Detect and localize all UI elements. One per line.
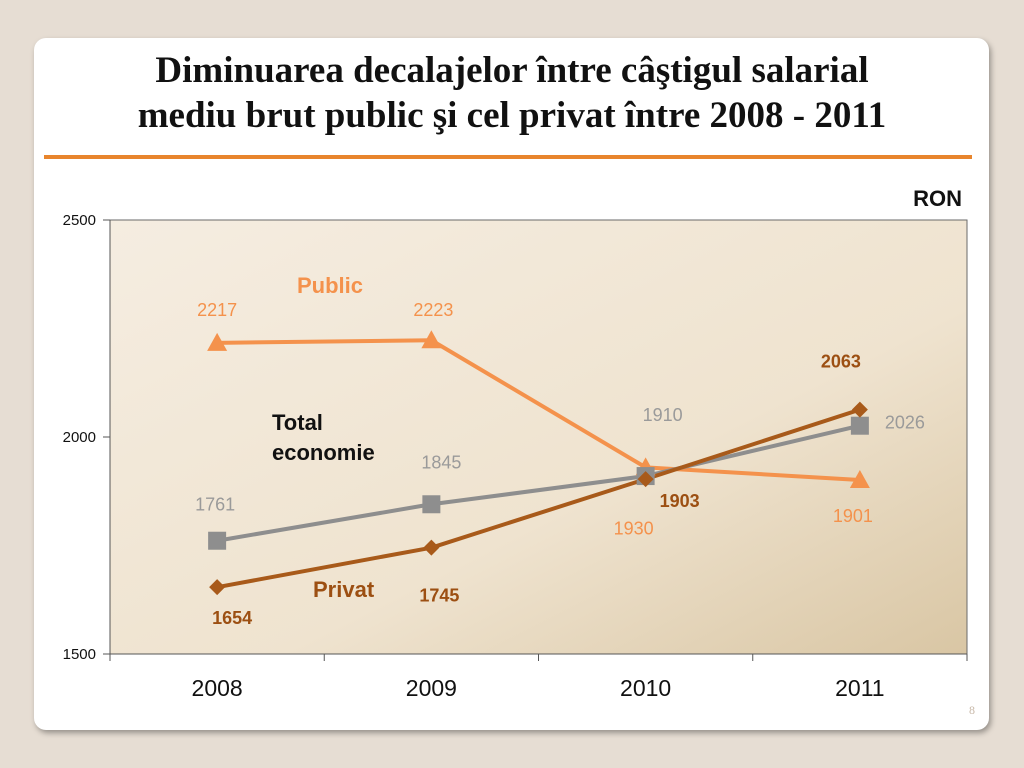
title-divider bbox=[44, 155, 972, 159]
data-point-public-2011 bbox=[849, 469, 870, 488]
data-point-privat-2010 bbox=[637, 471, 654, 488]
series-name-privat: Privat bbox=[313, 577, 375, 602]
unit-label: RON bbox=[913, 186, 962, 211]
data-label-public-2010: 1930 bbox=[614, 518, 654, 538]
y-tick-label: 2500 bbox=[63, 212, 96, 229]
x-tick-label-2008: 2008 bbox=[192, 675, 243, 701]
data-label-privat-2009: 1745 bbox=[419, 586, 459, 606]
data-point-public-2009 bbox=[421, 330, 442, 349]
series-name-total-line: economie bbox=[272, 440, 375, 465]
series-line-privat bbox=[215, 407, 862, 590]
data-point-privat-2011 bbox=[851, 401, 868, 418]
x-tick-label-2011: 2011 bbox=[835, 675, 884, 701]
data-point-total-2008 bbox=[208, 531, 227, 550]
data-label-privat-2011: 2063 bbox=[821, 352, 861, 372]
data-label-privat-2010: 1903 bbox=[660, 491, 700, 511]
page-number: 8 bbox=[969, 703, 975, 717]
plot-area bbox=[109, 219, 968, 655]
series-name-public: Public bbox=[297, 273, 363, 298]
data-label-total-2010: 1910 bbox=[643, 405, 683, 425]
title-line-2: mediu brut public şi cel privat între 20… bbox=[137, 95, 887, 136]
data-label-public-2009: 2223 bbox=[413, 300, 453, 320]
series-name-total: Total economie bbox=[272, 410, 375, 465]
series-line-public bbox=[215, 338, 862, 482]
data-label-total-2009: 1845 bbox=[421, 452, 461, 472]
series-name-total-line: Total bbox=[272, 410, 323, 435]
slide-title: Diminuarea decalajelor între câştigul sa… bbox=[0, 48, 1024, 138]
y-tick-label: 1500 bbox=[63, 646, 96, 663]
data-point-privat-2009 bbox=[423, 539, 440, 556]
x-tick-label-2009: 2009 bbox=[406, 675, 457, 701]
data-point-total-2011 bbox=[850, 416, 869, 435]
x-tick-label-2010: 2010 bbox=[620, 675, 671, 701]
data-point-public-2008 bbox=[207, 332, 228, 351]
y-tick-label: 2000 bbox=[63, 429, 96, 446]
data-label-public-2008: 2217 bbox=[197, 300, 237, 320]
title-line-1: Diminuarea decalajelor între câştigul sa… bbox=[155, 50, 869, 91]
data-label-total-2008: 1761 bbox=[195, 495, 235, 515]
data-point-total-2009 bbox=[422, 495, 441, 514]
data-label-privat-2008: 1654 bbox=[212, 608, 252, 628]
series-line-total bbox=[215, 423, 862, 543]
data-label-total-2011: 2026 bbox=[885, 413, 925, 433]
data-point-privat-2008 bbox=[209, 579, 226, 596]
data-label-public-2011: 1901 bbox=[833, 506, 873, 526]
